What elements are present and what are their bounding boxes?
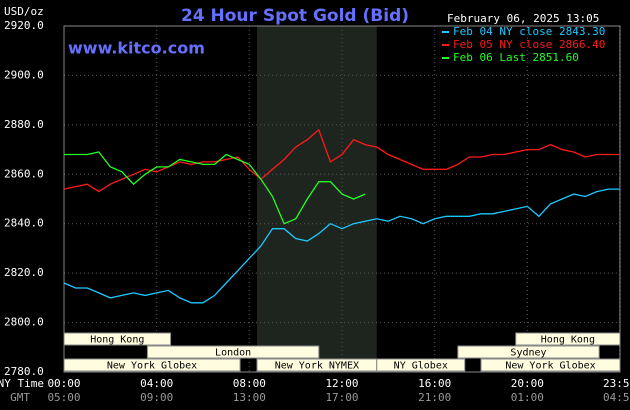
legend-label: Feb 05 NY close 2866.40: [453, 38, 605, 51]
session-box: [376, 358, 466, 372]
x-tick-label: 16:00: [418, 377, 451, 390]
y-axis-label: USD/oz: [4, 5, 44, 18]
legend-label: Feb 06 Last 2851.60: [453, 51, 579, 64]
session-box: [480, 358, 621, 372]
x-row-label: NY Time: [0, 377, 44, 390]
chart-title: 24 Hour Spot Gold (Bid): [181, 6, 409, 26]
y-tick-label: 2840.0: [4, 217, 44, 230]
x2-tick-label: 05:00: [47, 391, 80, 404]
x-row-label: GMT: [10, 391, 30, 404]
series-line: [63, 188, 620, 304]
y-tick-label: 2780.0: [4, 365, 44, 378]
y-tick-label: 2860.0: [4, 167, 44, 180]
y-tick-label: 2920.0: [4, 19, 44, 32]
session-box: [63, 332, 172, 346]
session-label: London: [215, 348, 251, 359]
x-tick-label: 12:00: [325, 377, 358, 390]
shaded-region: [256, 26, 377, 372]
plot-frame: [63, 25, 621, 373]
x2-tick-label: 09:00: [140, 391, 173, 404]
session-box: [515, 332, 621, 346]
session-label: Hong Kong: [541, 335, 595, 346]
x2-tick-label: 21:00: [418, 391, 451, 404]
session-label: Hong Kong: [90, 335, 144, 346]
y-tick-label: 2820.0: [4, 266, 44, 279]
y-tick-label: 2880.0: [4, 118, 44, 131]
session-label: Sydney: [510, 348, 546, 359]
series-line: [64, 151, 366, 225]
timestamp: February 06, 2025 13:05: [447, 12, 599, 25]
session-box: [146, 345, 320, 359]
x-tick-label: 20:00: [511, 377, 544, 390]
x2-tick-label: 01:00: [511, 391, 544, 404]
x-tick-label: 08:00: [233, 377, 266, 390]
session-label: New York Globex: [505, 361, 595, 372]
x2-tick-label: 13:00: [233, 391, 266, 404]
legend-label: Feb 04 NY close 2843.30: [453, 25, 605, 38]
x-tick-label: 23:59: [603, 377, 630, 390]
session-box: [457, 345, 600, 359]
session-box: [63, 358, 241, 372]
y-tick-label: 2800.0: [4, 316, 44, 329]
x2-tick-label: 17:00: [325, 391, 358, 404]
website: www.kitco.com: [68, 39, 205, 58]
x-tick-label: 00:00: [47, 377, 80, 390]
y-tick-label: 2900.0: [4, 68, 44, 81]
session-label: New York NYMEX: [275, 361, 359, 372]
x2-tick-label: 04:59: [603, 391, 630, 404]
session-label: NY Globex: [394, 361, 448, 372]
session-label: New York Globex: [107, 361, 197, 372]
series-line: [63, 128, 620, 193]
x-tick-label: 04:00: [140, 377, 173, 390]
